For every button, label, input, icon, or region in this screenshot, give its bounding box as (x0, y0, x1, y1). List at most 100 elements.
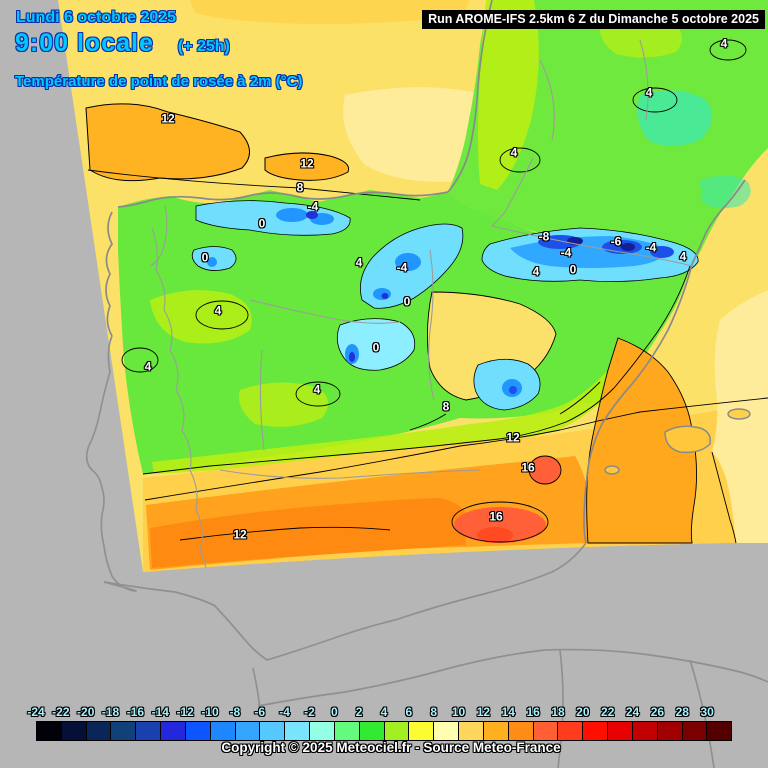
scale-cell (607, 722, 632, 740)
island-mallorca (664, 425, 712, 454)
region-pyrenees-core-3 (650, 246, 674, 258)
scale-cell (681, 722, 707, 740)
contour-label: 4 (510, 145, 518, 160)
scale-cell (507, 722, 533, 740)
region-pyrenees-darkest-2 (621, 243, 635, 251)
region-france-teal-1 (637, 90, 712, 146)
region-south-cold-navy (509, 386, 517, 394)
scale-tick-label: 30 (700, 705, 714, 719)
scale-cell (284, 722, 310, 740)
copyright-label: Copyright © 2025 Meteociel.fr - Source M… (221, 740, 561, 755)
scale-tick-label: 8 (430, 705, 438, 719)
scale-tick-label: 24 (625, 705, 640, 719)
scale-cell (234, 722, 260, 740)
contour-label: 4 (144, 359, 152, 374)
run-info-bar: Run AROME-IFS 2.5km 6 Z du Dimanche 5 oc… (422, 10, 765, 29)
scale-cell (60, 722, 86, 740)
scale-tick-label: 14 (501, 705, 515, 719)
contour-label: 4 (355, 255, 363, 270)
contour-label: 0 (258, 216, 266, 231)
region-hot-spot-2 (528, 455, 562, 485)
scale-tick-label: 4 (380, 705, 388, 719)
scale-tick-label: 6 (405, 705, 413, 719)
scale-tick-label: -12 (176, 705, 194, 719)
scale-tick-label: -18 (101, 705, 120, 719)
scale-cell (631, 722, 657, 740)
scale-cell (433, 722, 459, 740)
scale-cell (706, 722, 732, 740)
contour-label: 12 (233, 527, 247, 542)
contour-label: 4 (679, 249, 687, 264)
contour-med-pale (711, 451, 737, 544)
contour-label: 4 (313, 382, 321, 397)
contour-label: 0 (372, 340, 380, 355)
contour-label: 8 (296, 180, 304, 195)
scale-cell (358, 722, 384, 740)
contour-lines (87, 39, 768, 543)
contour-label: -4 (307, 199, 319, 214)
region-borders (149, 39, 693, 569)
scale-tick-label: 16 (526, 705, 540, 719)
contour-label: 12 (161, 111, 175, 126)
variable-title: Température de point de rosée à 2m (°C) (15, 73, 303, 90)
island-menorca (727, 408, 751, 420)
scale-cell (259, 722, 285, 740)
region-patch-yellowgreen-1 (150, 290, 252, 344)
scale-tick-label: -16 (126, 705, 145, 719)
scale-cell (656, 722, 682, 740)
contour-label: -4 (396, 260, 408, 275)
scale-cell (209, 722, 235, 740)
region-med-orange (586, 337, 698, 544)
region-iberic-navy (381, 293, 389, 299)
region-cantabrian-navy (306, 211, 318, 219)
scale-tick-label: 28 (675, 705, 689, 719)
date-label: Lundi 6 octobre 2025 (16, 9, 177, 26)
scale-tick-label: -14 (151, 705, 169, 719)
scale-cell (85, 722, 111, 740)
contour-label: 12 (506, 430, 520, 445)
region-hot-spot-1 (454, 507, 546, 543)
contour-label: 12 (300, 156, 314, 171)
contour-label: 16 (489, 509, 503, 524)
contour-label: 4 (214, 303, 222, 318)
scale-cell (309, 722, 334, 740)
coastlines-outside-domain (85, 335, 768, 768)
time-label: 9:00 locale (+ 25h) (15, 29, 230, 58)
scale-tick-label: -10 (201, 705, 219, 719)
scale-cell (110, 722, 136, 740)
scale-tick-label: -4 (279, 705, 290, 719)
scale-cell (582, 722, 608, 740)
region-cold-spot-small-core (207, 257, 217, 267)
region-top-gold (190, 0, 470, 25)
contour-label: -6 (610, 234, 622, 249)
scale-cell (383, 722, 409, 740)
scale-cell (557, 722, 583, 740)
scale-cell (333, 722, 359, 740)
contour-label: 0 (403, 294, 411, 309)
scale-tick-label: -20 (77, 705, 95, 719)
scale-tick-label: 20 (576, 705, 590, 719)
time-value: 9:00 locale (15, 29, 154, 57)
contour-label: -4 (645, 240, 657, 255)
contour-label: 0 (201, 250, 209, 265)
region-south-deep-orange (150, 498, 469, 568)
region-hot-spot-core (477, 527, 513, 543)
contour-label: 0 (569, 262, 577, 277)
region-cantabrian-cyan (195, 200, 351, 236)
scale-cell (160, 722, 185, 740)
coastlines (105, 0, 746, 544)
contour-label: 16 (521, 460, 535, 475)
region-france-teal-2 (700, 175, 751, 209)
scale-tick-label: 22 (601, 705, 615, 719)
scale-tick-label: 10 (451, 705, 466, 719)
contour-label: 4 (532, 264, 540, 279)
scale-cell (408, 722, 434, 740)
contour-label: 4 (645, 85, 653, 100)
scale-tick-label: 12 (476, 705, 491, 719)
scale-cell (37, 722, 61, 740)
scale-cell (532, 722, 558, 740)
region-orange-biscay-2 (264, 152, 350, 181)
island-ibiza (604, 465, 620, 475)
region-central-navy (349, 352, 355, 362)
